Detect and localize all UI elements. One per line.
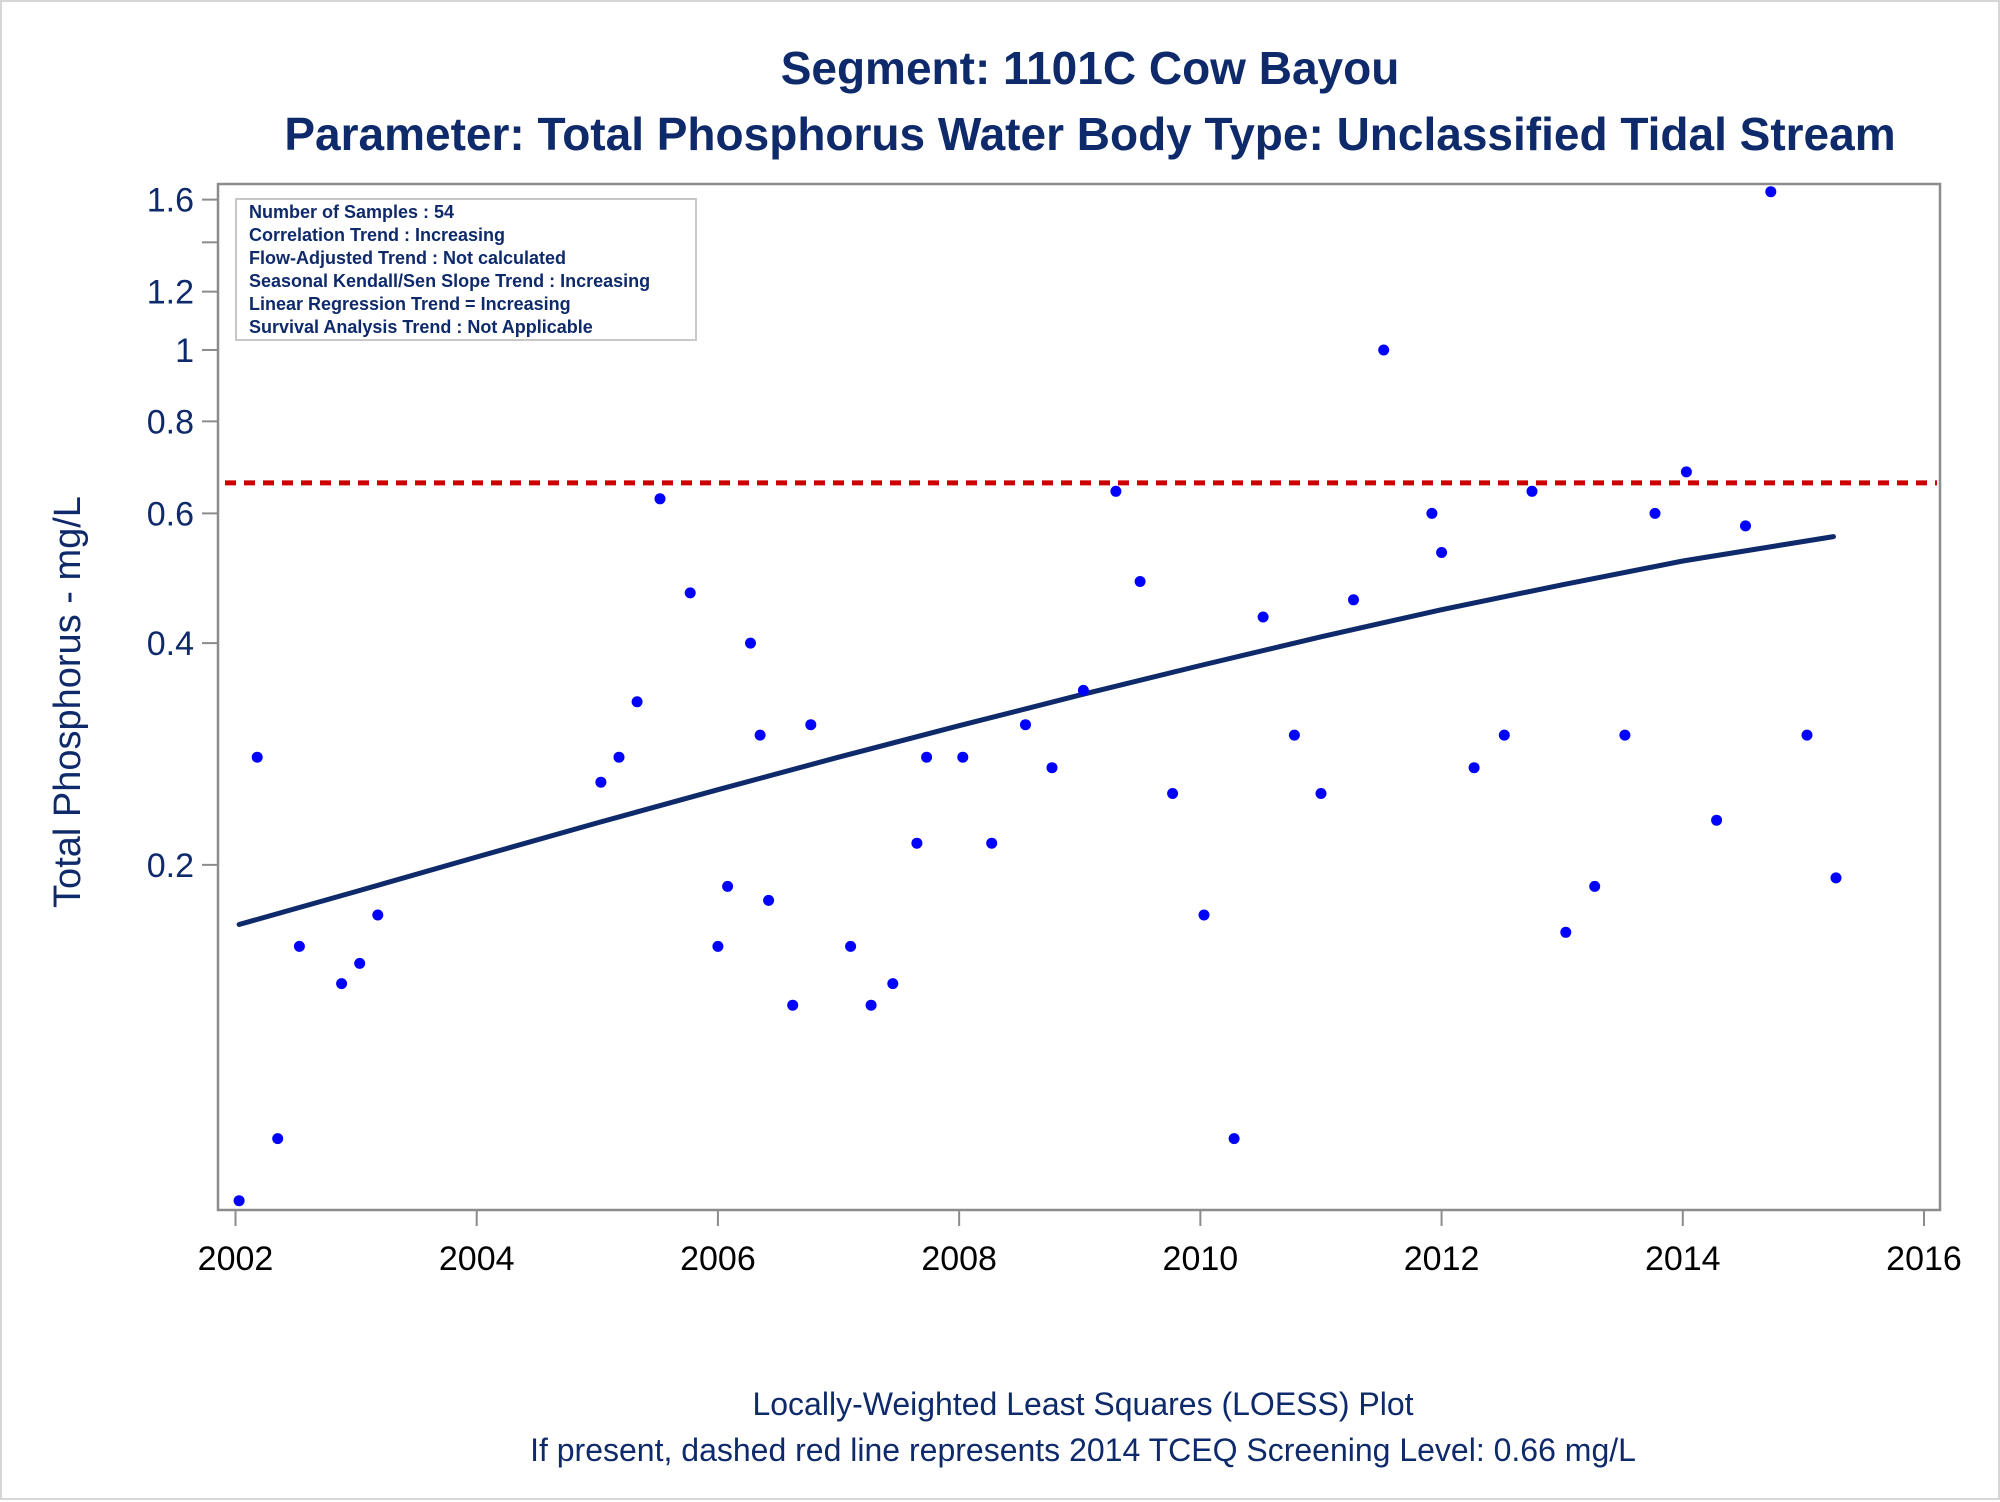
- data-point: [613, 751, 625, 763]
- data-point: [712, 940, 724, 952]
- y-tick-label: 0.8: [147, 403, 194, 441]
- data-point: [272, 1133, 284, 1145]
- x-tick-label: 2008: [921, 1240, 997, 1278]
- data-point: [805, 719, 817, 731]
- y-tick-label: 0.4: [147, 625, 194, 663]
- data-point: [1649, 507, 1661, 519]
- chart-title: Segment: 1101C Cow Bayou: [781, 42, 1400, 94]
- footnote-loess: Locally-Weighted Least Squares (LOESS) P…: [752, 1386, 1413, 1422]
- points-layer: [233, 186, 1842, 1207]
- data-point: [921, 751, 933, 763]
- data-point: [1257, 611, 1269, 623]
- y-tick-label: 1.6: [147, 182, 194, 220]
- data-point: [354, 957, 366, 969]
- data-point: [336, 978, 348, 990]
- data-point: [957, 751, 969, 763]
- data-point: [1589, 880, 1601, 892]
- stats-seasonal-kendall: Seasonal Kendall/Sen Slope Trend : Incre…: [249, 271, 650, 291]
- data-point: [1680, 466, 1692, 478]
- data-point: [1560, 926, 1572, 938]
- data-point: [1426, 507, 1438, 519]
- x-axis: 2002 2004 2006 2008 2010 2012 2014 2016: [198, 1210, 1962, 1278]
- y-tick-label: 0.6: [147, 495, 194, 533]
- data-point: [763, 894, 775, 906]
- x-tick-label: 2012: [1404, 1240, 1480, 1278]
- stats-flow-adjusted: Flow-Adjusted Trend : Not calculated: [249, 248, 566, 268]
- stats-survival-analysis: Survival Analysis Trend : Not Applicable: [249, 317, 593, 337]
- loess-layer: [236, 534, 1836, 927]
- data-point: [1110, 485, 1122, 497]
- y-tick-label: 0.2: [147, 847, 194, 885]
- data-point: [595, 776, 607, 788]
- x-tick-label: 2010: [1163, 1240, 1239, 1278]
- x-tick-label: 2016: [1886, 1240, 1962, 1278]
- data-point: [1436, 547, 1448, 558]
- data-point: [293, 940, 305, 952]
- data-point: [1468, 762, 1480, 774]
- data-point: [1765, 186, 1777, 198]
- data-point: [1077, 684, 1089, 696]
- x-tick-label: 2014: [1645, 1240, 1721, 1278]
- data-point: [1288, 729, 1300, 741]
- data-point: [1198, 909, 1210, 921]
- x-tick-label: 2002: [198, 1240, 274, 1278]
- data-point: [1134, 576, 1146, 587]
- x-tick-label: 2006: [680, 1240, 756, 1278]
- stats-box: Number of Samples : 54 Correlation Trend…: [235, 198, 697, 341]
- data-point: [1830, 872, 1842, 884]
- data-point: [722, 880, 734, 892]
- data-point: [251, 751, 263, 763]
- data-point: [911, 837, 923, 849]
- stats-linear-regression: Linear Regression Trend = Increasing: [249, 294, 571, 314]
- data-point: [1711, 814, 1723, 826]
- data-point: [372, 909, 384, 921]
- stats-correlation: Correlation Trend : Increasing: [249, 225, 505, 245]
- data-point: [865, 999, 877, 1011]
- data-point: [1498, 729, 1510, 741]
- y-axis: 0.2 0.4 0.6 0.8 1 1.2 1.6: [147, 182, 218, 885]
- x-tick-label: 2004: [439, 1240, 515, 1278]
- data-point: [754, 729, 766, 741]
- y-tick-label: 1.2: [147, 274, 194, 312]
- y-tick-label: 1: [175, 332, 194, 370]
- data-point: [654, 493, 666, 505]
- stats-box-border: [235, 198, 697, 341]
- data-point: [745, 637, 756, 649]
- data-point: [1801, 729, 1813, 741]
- data-point: [1020, 719, 1031, 731]
- data-point: [887, 978, 899, 990]
- data-point: [1046, 762, 1058, 774]
- plot-area: [216, 182, 1942, 1212]
- data-point: [845, 940, 857, 952]
- data-point: [1526, 485, 1538, 497]
- data-point: [1228, 1133, 1240, 1145]
- data-point: [1167, 788, 1179, 799]
- data-point: [1315, 788, 1327, 799]
- footnote-screening: If present, dashed red line represents 2…: [530, 1432, 1636, 1468]
- data-point: [986, 837, 998, 849]
- data-point: [1740, 520, 1751, 532]
- data-point: [787, 999, 799, 1011]
- data-point: [1619, 729, 1631, 741]
- data-point: [233, 1195, 245, 1207]
- data-point: [631, 696, 643, 708]
- data-point: [1378, 344, 1390, 356]
- data-point: [1348, 594, 1359, 606]
- chart-subtitle: Parameter: Total Phosphorus Water Body T…: [284, 108, 1895, 160]
- y-axis-label: Total Phosphorus - mg/L: [47, 496, 89, 908]
- stats-samples: Number of Samples : 54: [249, 202, 454, 222]
- loess-curve: [236, 534, 1836, 927]
- data-point: [684, 587, 696, 599]
